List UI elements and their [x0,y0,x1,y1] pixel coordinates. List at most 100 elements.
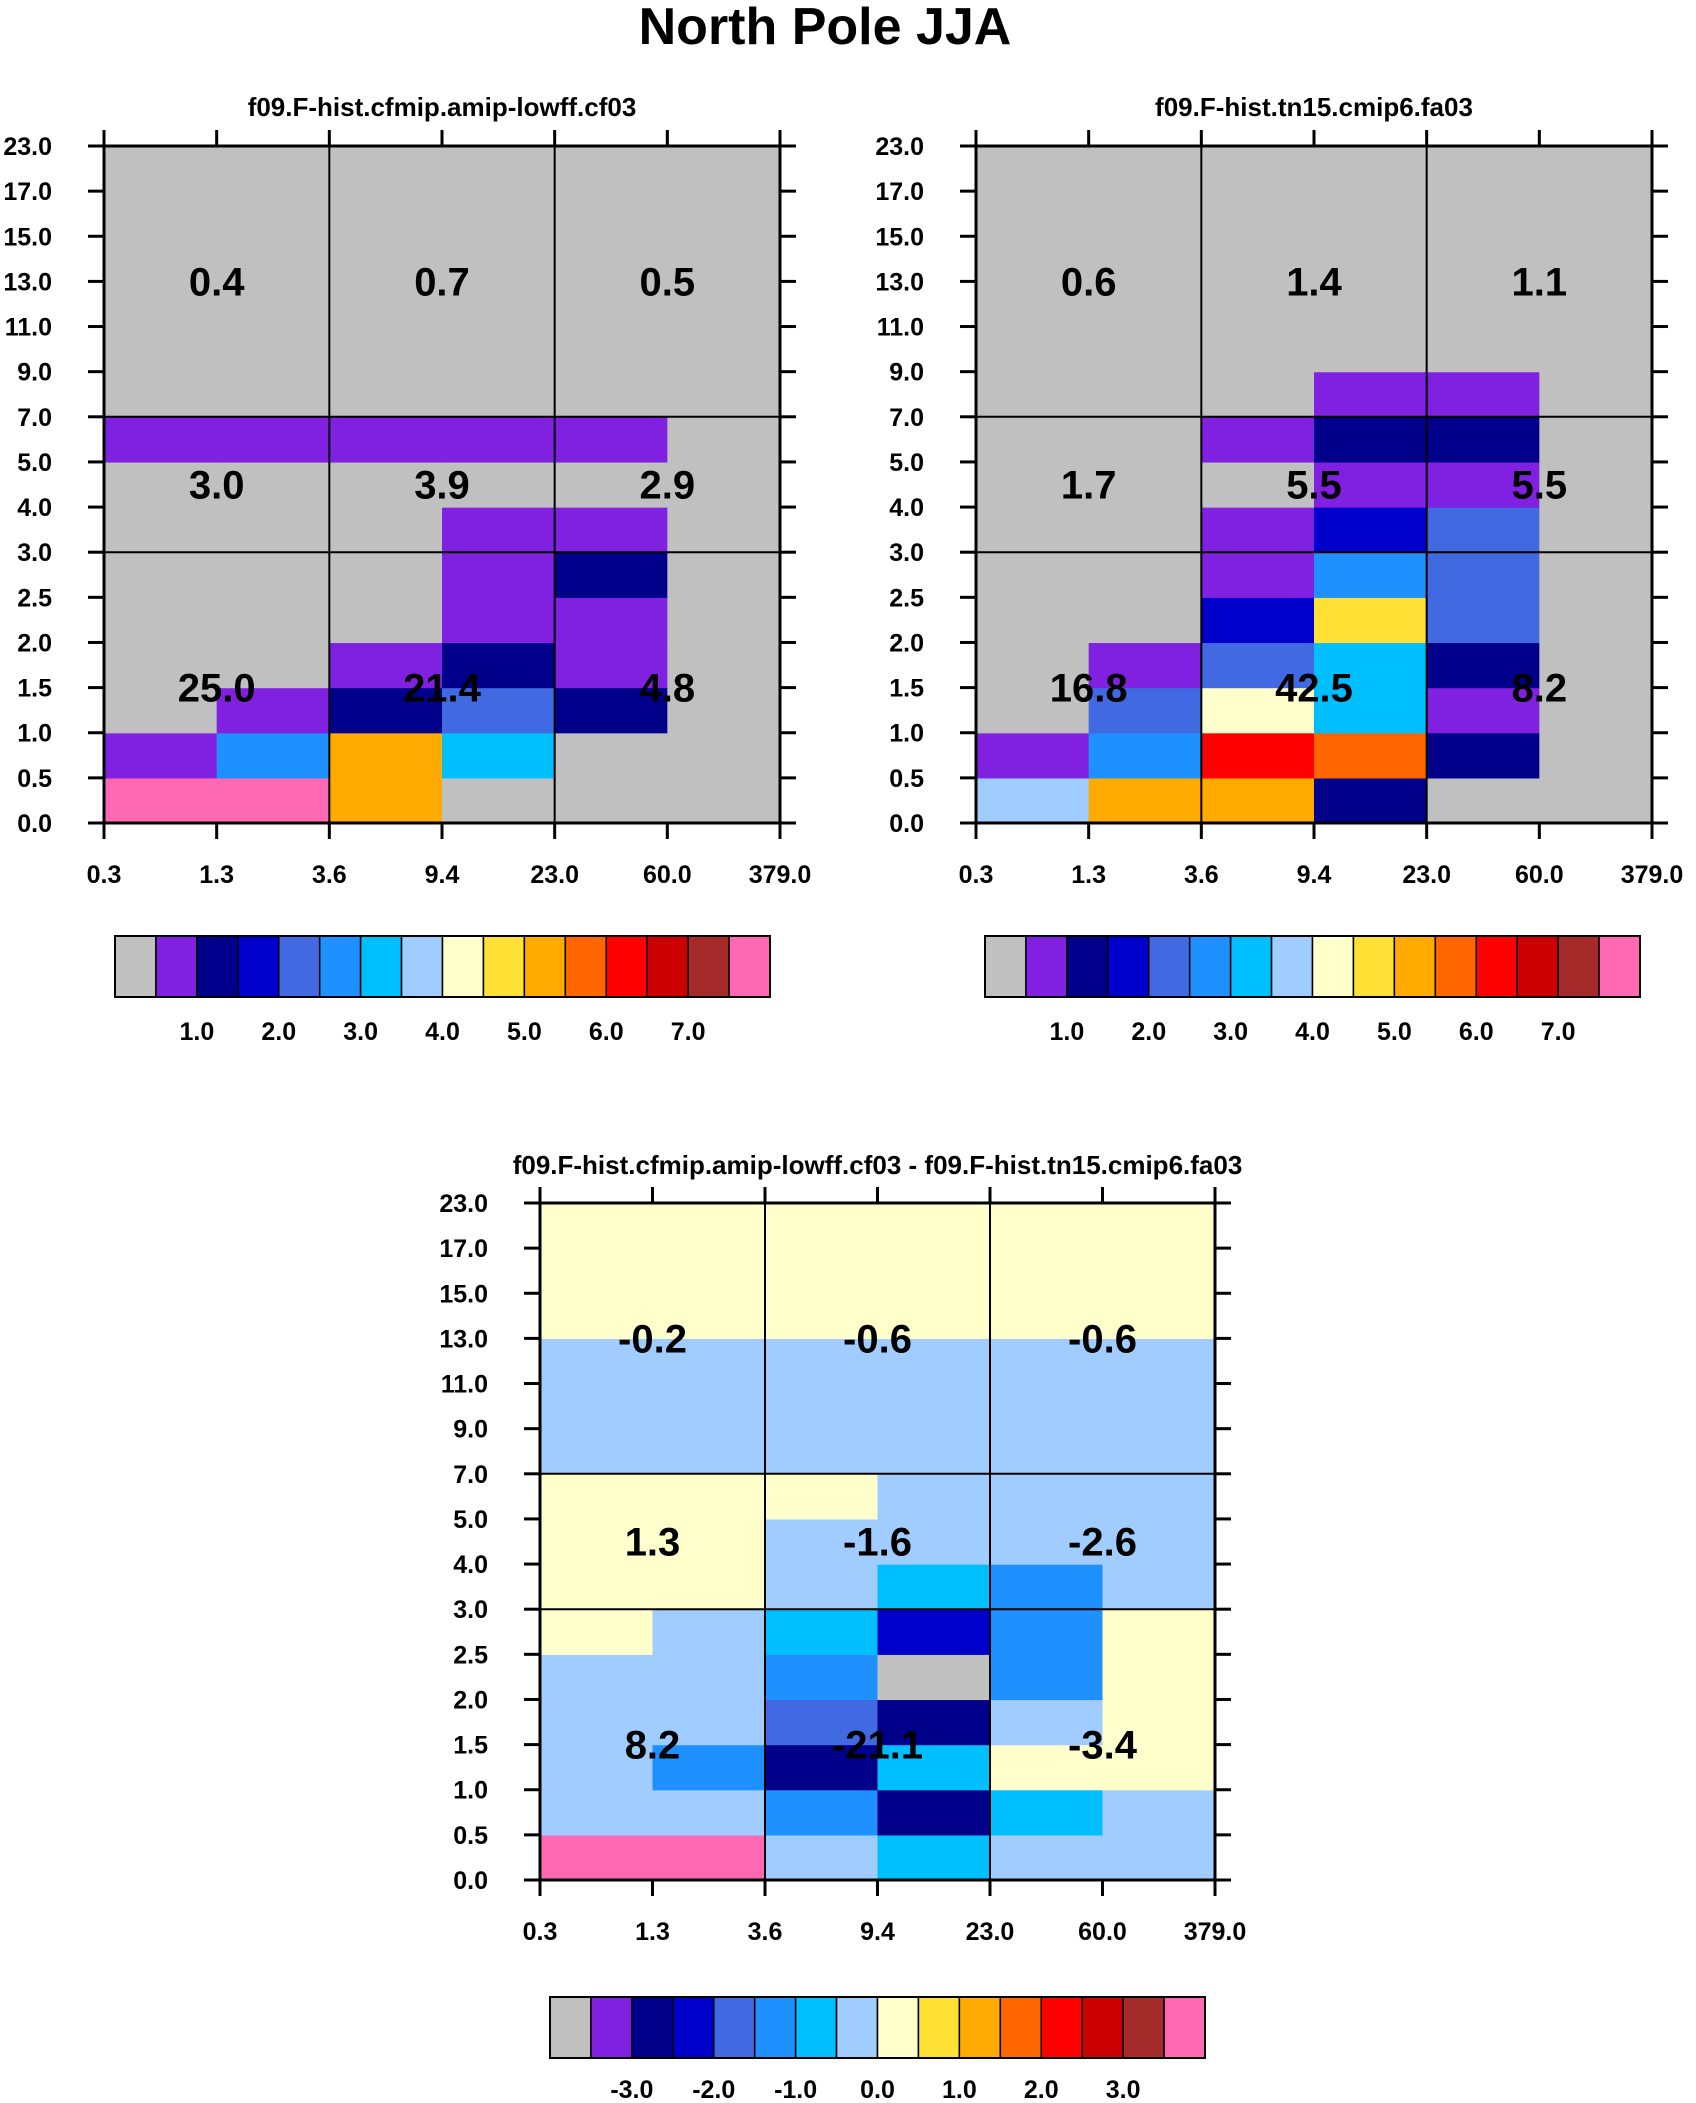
heatmap-cell [104,552,218,598]
heatmap-cell [990,1609,1104,1655]
heatmap-cell [652,1383,766,1430]
heatmap-cell [329,552,443,598]
colorbar-swatch [1270,935,1314,998]
heatmap-cell [1102,1564,1216,1610]
heatmap-cell [1314,191,1428,237]
heatmap-cell [540,1609,654,1655]
heatmap-cell [667,597,781,644]
heatmap-cell [1102,1203,1216,1249]
x-tick-label: 0.3 [523,1918,558,1946]
heatmap-cell [1314,461,1428,508]
heatmap-cell [1539,552,1653,598]
y-tick-label: 13.0 [3,268,52,296]
heatmap-cell [976,371,1090,418]
heatmap-cell [1539,732,1653,779]
colorbar-swatch [672,1996,715,2059]
heatmap-cell [442,597,556,644]
heatmap-cell [442,687,556,734]
heatmap-cell [1201,552,1315,598]
y-tick-label: 15.0 [439,1280,488,1308]
heatmap-cell [990,1789,1104,1836]
colorbar-label: 3.0 [1213,1018,1248,1046]
heatmap-cell [1201,597,1315,644]
heatmap-cell [216,146,330,192]
panel-title: f09.F-hist.tn15.cmip6.fa03 [1155,92,1473,122]
heatmap-cell [1102,1383,1216,1430]
heatmap-cell [554,146,668,192]
heatmap-cell [1314,552,1428,598]
region-total-label: 5.5 [1286,464,1342,508]
heatmap-cell [554,236,668,282]
heatmap-cell [540,1834,654,1881]
colorbar-swatch [359,935,403,998]
heatmap-cell [104,416,218,463]
x-tick-label: 60.0 [1515,861,1564,889]
heatmap-cell [1539,461,1653,508]
colorbar-swatch [1475,935,1518,998]
heatmap-cell [1088,281,1202,328]
heatmap-cell [765,1789,879,1836]
region-total-label: 1.7 [1061,464,1117,508]
heatmap-cell [1426,732,1540,779]
heatmap-cell [329,326,443,373]
colorbar-swatch [835,1996,879,2059]
heatmap-cell [1088,236,1202,282]
colorbar-swatch [876,1996,920,2059]
heatmap-cell [990,1834,1104,1881]
heatmap-cell [554,191,668,237]
x-tick-label: 9.4 [1297,861,1332,889]
y-tick-label: 1.5 [889,675,924,703]
heatmap-cell [765,1518,879,1565]
heatmap-cell [216,461,330,508]
heatmap-cell [540,1473,654,1520]
heatmap-cell [1088,416,1202,463]
x-tick-label: 60.0 [1078,1918,1127,1946]
heatmap-cell [976,236,1090,282]
colorbar-swatch [523,935,567,998]
heatmap-cell [216,191,330,237]
heatmap-cell [990,1248,1104,1294]
heatmap-cell [765,1834,879,1881]
heatmap-cell [1426,777,1540,824]
heatmap-cell [652,1744,766,1791]
heatmap-cell [216,371,330,418]
heatmap-cell [1314,777,1428,824]
heatmap-cell [1201,371,1315,418]
region-total-label: 1.1 [1512,260,1568,304]
colorbar-swatch [917,1996,961,2059]
heatmap-cell [1102,1699,1216,1746]
colorbar-label: 0.0 [860,2076,895,2103]
colorbar-label: 6.0 [1459,1018,1494,1046]
heatmap-cell [1201,416,1315,463]
heatmap-cell [1426,597,1540,644]
colorbar-label: 1.0 [179,1018,214,1046]
region-total-label: 0.6 [1061,260,1117,304]
heatmap-cell [104,371,218,418]
y-tick-label: 0.0 [453,1867,488,1895]
heatmap-cell [667,461,781,508]
heatmap-cell [667,236,781,282]
heatmap-cell [104,687,218,734]
heatmap-cell [765,1609,879,1655]
heatmap-cell [442,552,556,598]
colorbar-swatch [794,1996,838,2059]
heatmap-cell [1539,326,1653,373]
heatmap-cell [667,281,781,328]
region-total-label: -21.1 [832,1724,923,1768]
x-tick-label: 23.0 [1402,861,1451,889]
heatmap-cell [1088,777,1202,824]
y-tick-label: 1.0 [889,720,924,748]
x-tick-label: 1.3 [635,1918,670,1946]
colorbar-swatch [1598,935,1641,998]
heatmap-cell [1201,191,1315,237]
heatmap-cell [1426,191,1540,237]
x-tick-label: 0.3 [959,861,994,889]
colorbar-swatch [564,935,607,998]
colorbar-swatch [1393,935,1437,998]
colorbar-label: 7.0 [1541,1018,1576,1046]
heatmap-cell [1539,281,1653,328]
y-tick-label: 9.0 [889,359,924,387]
heatmap-cell [1102,1654,1216,1701]
heatmap-cell [877,1699,991,1746]
y-tick-label: 1.0 [17,720,52,748]
